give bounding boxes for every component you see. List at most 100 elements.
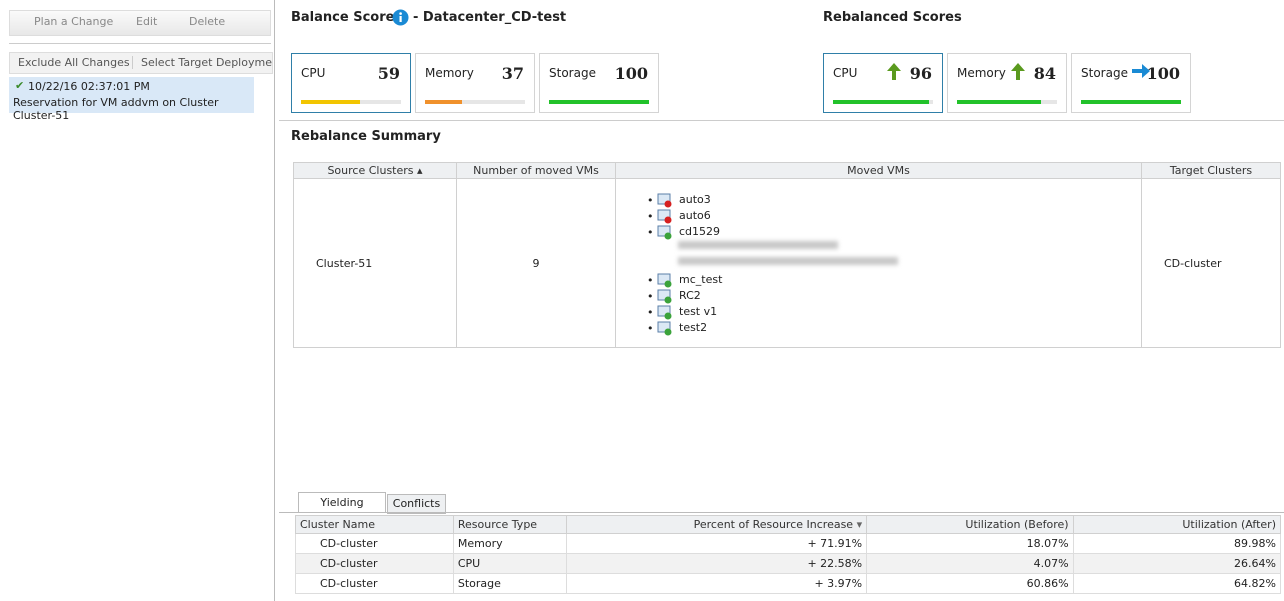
cell: 4.07%	[866, 553, 1074, 574]
score-label: Storage	[549, 66, 596, 80]
tab[interactable]: Conflicts	[387, 494, 446, 514]
column-header[interactable]: Utilization (After)	[1072, 515, 1282, 534]
cell: 60.86%	[866, 573, 1074, 594]
cell: CD-cluster	[295, 573, 454, 594]
score-track	[425, 100, 525, 104]
header-text: Cluster Name	[300, 518, 375, 531]
score-bar	[957, 100, 1041, 104]
change-item[interactable]: ✔ 10/22/16 02:37:01 PM Reservation for V…	[9, 77, 254, 122]
vm-name: cd1529	[679, 225, 721, 238]
select-target-button[interactable]: Select Target Deployment Da	[132, 56, 272, 69]
metrics-row: CD-cluster CPU + 22.58% 4.07% 26.64%	[295, 553, 1282, 574]
score-card[interactable]: Memory 37	[415, 53, 535, 113]
metrics-table: Cluster Name Resource Type Percent of Reso…	[295, 515, 1282, 594]
edit-button[interactable]: Edit	[136, 15, 158, 28]
plan-button[interactable]: Plan a Change	[34, 15, 114, 28]
vm-name: auto6	[679, 209, 711, 222]
score-card[interactable]: Storage 100	[1071, 53, 1191, 113]
score-card[interactable]: CPU 96	[823, 53, 943, 113]
score-label: Memory	[957, 66, 1006, 80]
cell: 18.07%	[866, 533, 1074, 554]
target-cluster: CD-cluster	[1141, 178, 1281, 348]
exclude-button[interactable]: Exclude All Changes	[18, 56, 130, 69]
source-cluster: Cluster-51	[293, 178, 457, 348]
tab-active[interactable]: Yielding Metrics	[298, 492, 386, 529]
summary-title: Rebalance Summary	[291, 129, 441, 144]
score-value: 59	[377, 64, 400, 83]
score-bar	[833, 100, 929, 104]
vm-icon	[657, 305, 672, 320]
column-header[interactable]: Cluster Name	[295, 515, 454, 534]
vm-icon	[657, 193, 672, 208]
divider	[279, 512, 1284, 513]
moved-count: 9	[456, 178, 616, 348]
score-value: 96	[909, 64, 932, 83]
change-time: 10/22/16 02:37:01 PM	[28, 80, 150, 93]
column-header[interactable]: Source Clusters ▴	[293, 162, 457, 179]
toolbar	[9, 10, 271, 36]
right-arrow	[1132, 64, 1150, 78]
score-card[interactable]: CPU 59	[291, 53, 411, 113]
cell: CD-cluster	[295, 533, 454, 554]
column-header[interactable]: Resource Type	[452, 515, 568, 534]
vm-icon	[657, 321, 672, 336]
blurred-name	[678, 241, 838, 249]
score-track	[301, 100, 401, 104]
score-value: 84	[1033, 64, 1056, 83]
vm-icon	[657, 209, 672, 224]
metrics-row: CD-cluster Memory + 71.91% 18.07% 89.98%	[295, 533, 1282, 554]
vm-name: mc_test	[679, 273, 723, 286]
header-text: Source Clusters	[327, 164, 414, 177]
column-header[interactable]: Moved VMs	[615, 162, 1142, 179]
column-header[interactable]: Utilization (Before)	[866, 515, 1074, 534]
column-header[interactable]: Target Clusters	[1141, 162, 1281, 179]
vm-name: auto3	[679, 193, 711, 206]
score-label: Memory	[425, 66, 474, 80]
cell: 26.64%	[1072, 553, 1282, 574]
header-text: Resource Type	[457, 518, 538, 531]
divider	[9, 43, 271, 44]
metrics-row: CD-cluster Storage + 3.97% 60.86% 64.82%	[295, 573, 1282, 594]
cell: + 3.97%	[566, 573, 868, 594]
vm-icon	[657, 273, 672, 288]
check-icon: ✔	[15, 79, 25, 92]
vm-name: test v1	[679, 305, 718, 318]
cell: + 71.91%	[566, 533, 868, 554]
balance-title: Balance Scores	[291, 10, 403, 25]
score-bar	[1081, 100, 1181, 104]
header-text: Utilization (After)	[1182, 518, 1276, 531]
sort-icon: ▾	[853, 518, 863, 531]
cell: 89.98%	[1072, 533, 1282, 554]
cell: Storage	[452, 573, 568, 594]
bullet: •	[647, 274, 654, 287]
cell: + 22.58%	[566, 553, 868, 574]
left-panel: Plan a Change Edit Delete Exclude All Ch…	[0, 0, 275, 601]
cell: CPU	[452, 553, 568, 574]
balance-subtitle: - Datacenter_CD-test	[413, 10, 567, 25]
header-row: Cluster Name Resource Type Percent of Reso…	[295, 515, 1282, 534]
divider	[279, 120, 1284, 121]
score-value: 37	[501, 64, 524, 83]
info-icon[interactable]	[392, 9, 409, 26]
vm-name: RC2	[679, 289, 701, 302]
score-bar	[425, 100, 462, 104]
score-label: Storage	[1081, 66, 1128, 80]
score-bar	[549, 100, 649, 104]
delete-button[interactable]: Delete	[189, 15, 226, 28]
bullet: •	[647, 226, 654, 239]
up-arrow	[887, 63, 901, 80]
score-bar	[301, 100, 360, 104]
score-track	[1081, 100, 1181, 104]
column-header[interactable]: Percent of Resource Increase ▾	[566, 515, 868, 534]
column-header[interactable]: Number of moved VMs	[456, 162, 616, 179]
rebalanced-title: Rebalanced Scores	[823, 10, 962, 25]
header-text: Percent of Resource Increase	[693, 518, 854, 531]
cell: 64.82%	[1072, 573, 1282, 594]
score-card[interactable]: Storage 100	[539, 53, 659, 113]
score-card[interactable]: Memory 84	[947, 53, 1067, 113]
vm-icon	[657, 289, 672, 304]
header-text: Utilization (Before)	[965, 518, 1069, 531]
score-value: 100	[614, 64, 648, 83]
score-label: CPU	[833, 66, 858, 80]
